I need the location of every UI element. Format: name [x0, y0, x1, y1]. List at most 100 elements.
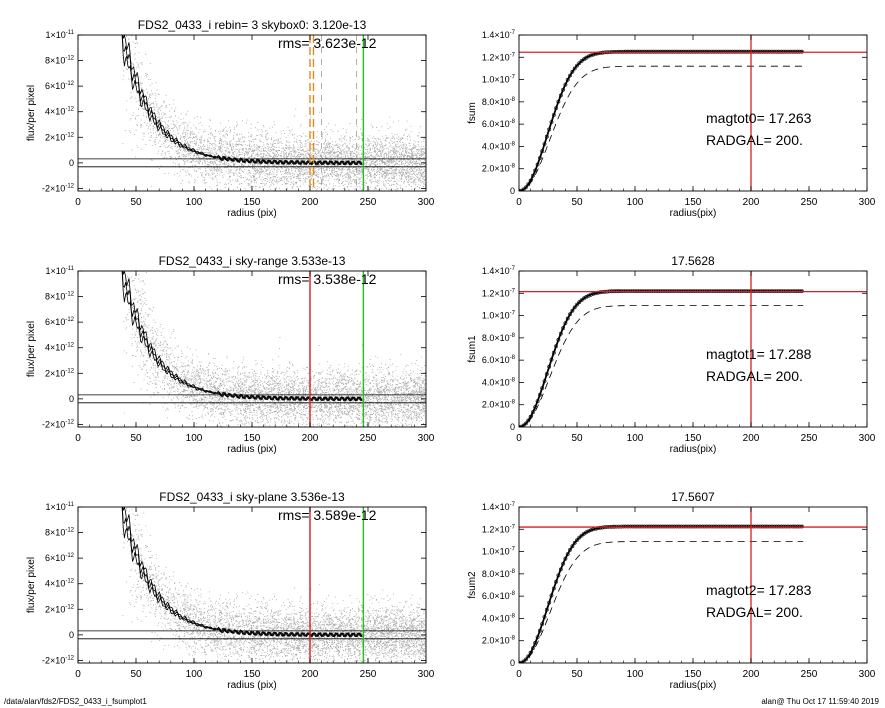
- plot-area: [78, 35, 426, 191]
- chart-cumulative-top: 0 50 100 150 200 250 3001.4×10-71.2×10-71.0×10…: [467, 30, 876, 219]
- x-tick-label: 250: [801, 669, 818, 680]
- y-tick-mantissa: 8.0×10: [482, 333, 510, 343]
- y-tick-exponent: -12: [65, 292, 74, 298]
- chart-profile-bottom: 0 50 100 150 200 250 3001×10-118×10-126×10-124…: [26, 490, 435, 691]
- x-tick-label: 50: [130, 433, 142, 444]
- y-tick-mantissa: 1.2×10: [482, 288, 510, 298]
- x-tick-label: 50: [571, 669, 583, 680]
- y-tick-exponent: -8: [510, 400, 516, 406]
- chart-title: 17.5628: [671, 254, 715, 268]
- y-tick-mantissa: 4.0×10: [482, 613, 510, 623]
- axes-frame: [518, 270, 868, 428]
- scatter-points: [122, 507, 426, 663]
- y-tick-exponent: -8: [510, 164, 516, 170]
- y-tick-label: 8.0×10-8: [482, 569, 516, 579]
- y-tick-mantissa: 1.4×10: [482, 502, 510, 512]
- y-tick-label: 0: [510, 186, 515, 196]
- y-tick-mantissa: 1.0×10: [482, 547, 510, 557]
- y-tick-mantissa: 2.0×10: [482, 164, 510, 174]
- y-tick-label: 4×10-12: [45, 579, 75, 589]
- y-tick-exponent: -7: [510, 75, 516, 81]
- y-tick-exponent: -8: [510, 569, 516, 575]
- y-tick-label: 1.2×10-7: [482, 524, 516, 534]
- x-tick-label: 250: [801, 197, 818, 208]
- x-tick-label: 250: [801, 433, 818, 444]
- y-tick-mantissa: 6×10: [45, 81, 65, 91]
- y-tick-label: 8×10-12: [45, 528, 75, 538]
- y-tick-exponent: -12: [65, 81, 74, 87]
- chart-cumulative-bottom: 0 50 100 150 200 250 3001.4×10-71.2×10-71.0×10…: [467, 490, 876, 691]
- y-axis-label: flux/per pixel: [26, 557, 37, 613]
- magnitude-annotation-0: magtot2= 17.283: [706, 582, 812, 598]
- y-tick-exponent: -12: [65, 107, 74, 113]
- rms-annotation: rms= 3.589e-12: [278, 507, 377, 523]
- y-tick-mantissa: 8.0×10: [482, 97, 510, 107]
- y-tick-exponent: -7: [510, 288, 516, 294]
- y-tick-exponent: -8: [510, 97, 516, 103]
- y-axis-label: flux/per pixel: [26, 321, 37, 377]
- y-tick-exponent: -12: [65, 579, 74, 585]
- x-tick-label: 250: [360, 197, 377, 208]
- x-tick-label: 200: [743, 433, 760, 444]
- x-tick-label: 250: [360, 669, 377, 680]
- y-tick-label: 6.0×10-8: [482, 591, 516, 601]
- y-tick-exponent: -8: [510, 355, 516, 361]
- x-axis-label: radius (pix): [227, 444, 276, 455]
- y-tick-label: 1.0×10-7: [482, 75, 516, 85]
- magnitude-annotation-0: magtot1= 17.288: [706, 346, 812, 362]
- y-tick-mantissa: 6×10: [45, 553, 65, 563]
- y-tick-mantissa: 8.0×10: [482, 569, 510, 579]
- y-tick-label: -2×10-12: [42, 183, 75, 193]
- y-tick-exponent: -8: [510, 377, 516, 383]
- y-tick-mantissa: 1.0×10: [482, 311, 510, 321]
- plot-area: [519, 35, 867, 191]
- x-tick-label: 50: [571, 197, 583, 208]
- x-tick-label: 250: [360, 433, 377, 444]
- y-tick-mantissa: 8×10: [45, 292, 65, 302]
- y-tick-label: 1×10-11: [45, 266, 74, 276]
- y-tick-label: 6×10-12: [45, 317, 75, 327]
- y-tick-mantissa: 1×10: [45, 266, 65, 276]
- cumulative-curve-dashed: [519, 541, 804, 663]
- chart-cumulative-middle: 0 50 100 150 200 250 3001.4×10-71.2×10-71.0×10…: [467, 254, 876, 455]
- x-tick-label: 100: [627, 669, 644, 680]
- axes-frame: [518, 506, 868, 664]
- y-tick-mantissa: 4×10: [45, 579, 65, 589]
- y-tick-label: 0: [510, 422, 515, 432]
- x-tick-label: 100: [627, 433, 644, 444]
- y-tick-label: 4.0×10-8: [482, 141, 516, 151]
- y-tick-label: 6.0×10-8: [482, 355, 516, 365]
- y-tick-label: 1×10-11: [45, 30, 74, 40]
- plot-area: [519, 507, 867, 663]
- y-tick-exponent: -7: [510, 547, 516, 553]
- y-tick-label: 0: [69, 630, 74, 640]
- plot-area: [78, 271, 426, 427]
- x-tick-label: 150: [685, 669, 702, 680]
- y-tick-mantissa: 0: [510, 658, 515, 668]
- x-tick-label: 0: [75, 197, 81, 208]
- y-tick-label: 1.4×10-7: [482, 502, 516, 512]
- scatter-points: [123, 271, 426, 427]
- y-tick-exponent: -12: [65, 655, 74, 661]
- chart-title: 17.5607: [671, 490, 715, 504]
- y-tick-exponent: -11: [66, 30, 75, 36]
- x-tick-label: 0: [75, 433, 81, 444]
- y-tick-mantissa: 0: [69, 630, 74, 640]
- y-tick-label: 2×10-12: [45, 368, 75, 378]
- y-tick-exponent: -8: [510, 141, 516, 147]
- y-tick-exponent: -8: [510, 119, 516, 125]
- x-tick-label: 300: [859, 669, 876, 680]
- rms-annotation: rms= 3.538e-12: [278, 271, 377, 287]
- y-tick-label: 0: [510, 658, 515, 668]
- y-tick-exponent: -7: [510, 524, 516, 530]
- chart-title: FDS2_0433_i rebin= 3 skybox0: 3.120e-13: [138, 18, 367, 32]
- y-tick-label: 2.0×10-8: [482, 636, 516, 646]
- magnitude-annotation-0: magtot0= 17.263: [706, 110, 812, 126]
- x-tick-label: 100: [186, 433, 203, 444]
- profile-curve-2: [122, 35, 363, 166]
- y-tick-mantissa: 6.0×10: [482, 591, 510, 601]
- y-tick-label: 2×10-12: [45, 132, 75, 142]
- magnitude-annotation-1: RADGAL= 200.: [706, 604, 803, 620]
- x-axis-label: radius(pix): [670, 680, 717, 691]
